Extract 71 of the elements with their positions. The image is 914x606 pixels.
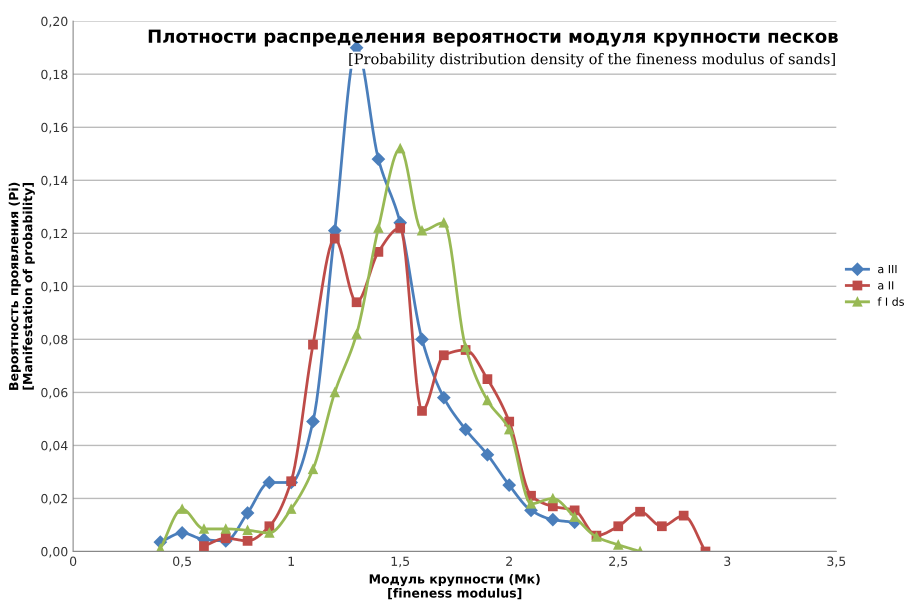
point bbox=[330, 234, 340, 244]
x-tick-label: 2 bbox=[506, 556, 512, 566]
point bbox=[242, 536, 252, 546]
point bbox=[613, 521, 624, 532]
point bbox=[504, 424, 514, 434]
point bbox=[395, 144, 406, 154]
x-tick-label: 3,5 bbox=[827, 556, 846, 568]
point bbox=[415, 332, 429, 346]
x-axis-title: Модуль крупности (Мк) [fineness modulus] bbox=[370, 574, 540, 600]
chart-title: Плотности распределения вероятности модуля крупности песков bbox=[148, 30, 838, 47]
point bbox=[352, 297, 362, 308]
point bbox=[635, 506, 645, 517]
point bbox=[459, 422, 472, 436]
point bbox=[262, 476, 276, 490]
point bbox=[199, 541, 209, 552]
point bbox=[526, 498, 536, 509]
point bbox=[199, 524, 209, 534]
point bbox=[242, 525, 252, 536]
point bbox=[220, 524, 231, 534]
y-tick-label: 0,04 bbox=[41, 440, 68, 452]
point bbox=[438, 218, 449, 228]
text: [Probability distribution density of the fineness modulus of sands] bbox=[349, 53, 835, 68]
point bbox=[374, 223, 384, 233]
point bbox=[352, 329, 362, 339]
legend-label: a II bbox=[878, 281, 894, 290]
point bbox=[395, 223, 406, 233]
y-tick-label: 0,18 bbox=[41, 70, 68, 80]
point bbox=[240, 506, 254, 520]
point bbox=[657, 521, 667, 532]
point bbox=[308, 340, 318, 350]
point bbox=[417, 226, 427, 236]
y-axis-title: Вероятность проявления (Pi) [Manifestation of probability] bbox=[8, 182, 35, 390]
y-tick-label: 0,08 bbox=[41, 334, 68, 346]
point bbox=[437, 391, 450, 404]
legend-label: f I ds bbox=[878, 297, 904, 306]
point bbox=[480, 448, 494, 462]
legend-label: a III bbox=[878, 264, 896, 274]
point bbox=[678, 510, 689, 521]
point bbox=[613, 540, 624, 550]
point bbox=[177, 504, 188, 514]
point bbox=[502, 478, 516, 492]
point bbox=[570, 512, 580, 522]
point bbox=[548, 494, 558, 504]
x-tick-label: 0,5 bbox=[173, 556, 191, 568]
y-tick-label: 0,16 bbox=[41, 122, 68, 134]
x-tick-label: 2,5 bbox=[609, 556, 628, 568]
point bbox=[176, 526, 189, 540]
point bbox=[372, 152, 385, 166]
point bbox=[417, 406, 427, 416]
y-tick-label: 0,12 bbox=[41, 228, 68, 240]
point bbox=[482, 395, 492, 406]
x-tick-label: 1 bbox=[288, 556, 294, 566]
point bbox=[264, 528, 274, 538]
point bbox=[438, 350, 449, 360]
x-tick-label: 1,5 bbox=[392, 556, 410, 568]
y-tick-label: 0,06 bbox=[41, 388, 68, 399]
point bbox=[306, 414, 320, 428]
point bbox=[330, 388, 340, 398]
point bbox=[546, 513, 560, 526]
y-tick-label: 0,00 bbox=[41, 546, 68, 558]
y-tick-label: 0,10 bbox=[41, 282, 68, 293]
point bbox=[482, 374, 492, 384]
point bbox=[308, 464, 318, 474]
y-tick-label: 0,20 bbox=[41, 16, 68, 28]
point bbox=[460, 342, 470, 352]
x-tick-label: 0 bbox=[70, 556, 76, 566]
point bbox=[220, 533, 231, 544]
y-tick-label: 0,14 bbox=[41, 176, 68, 186]
x-tick-label: 3 bbox=[724, 556, 730, 566]
point bbox=[286, 504, 296, 514]
y-tick-label: 0,02 bbox=[41, 494, 68, 505]
